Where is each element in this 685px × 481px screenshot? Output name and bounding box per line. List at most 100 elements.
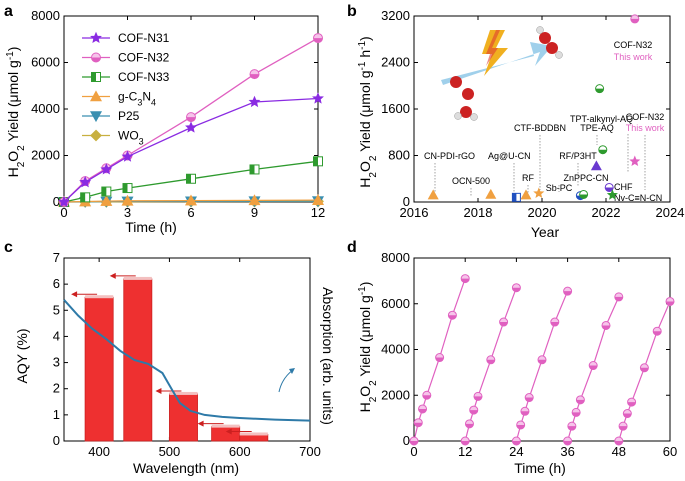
a-ytick-label: 2000 — [31, 148, 60, 163]
c-arrowhead-icon — [71, 291, 78, 298]
d-point-shade — [589, 365, 598, 370]
d-point-shade — [448, 315, 457, 320]
b-ytick-label: 3200 — [381, 8, 410, 23]
c-ytick-label: 5 — [53, 302, 60, 317]
a-legend-label: WO3 — [118, 129, 144, 147]
d-point-shade — [538, 359, 546, 364]
a-legend-label: COF-N33 — [118, 70, 170, 84]
a-point-COF-N31 — [312, 92, 324, 104]
a-ytick-label: 8000 — [31, 8, 60, 23]
a-ytick-label: 6000 — [31, 55, 60, 70]
panel-label-b: b — [347, 3, 357, 20]
b-ytick-label: 800 — [388, 148, 410, 163]
d-point-shade — [516, 424, 525, 429]
d-point-shade — [435, 357, 444, 362]
d-point-shade — [461, 278, 470, 283]
d-point-shade — [572, 412, 581, 417]
a-point-g-C3N4 — [184, 194, 198, 206]
d-point-shade — [486, 359, 495, 364]
b-h2o2-h-icon — [555, 51, 563, 59]
a-ytick-label: 0 — [53, 194, 60, 209]
b-water-h-icon — [470, 113, 478, 121]
b-xlabel: Year — [531, 224, 560, 240]
a-point-COF-N33-shade — [101, 187, 107, 197]
d-xtick-label: 60 — [663, 444, 677, 459]
d-point-shade — [653, 331, 662, 336]
c-curve-arrowhead-icon — [289, 368, 295, 374]
c-curve-arrow-icon — [278, 369, 294, 393]
b-h2o2-o-icon — [539, 32, 551, 44]
d-point-shade — [627, 402, 636, 407]
d-point-shade — [422, 395, 431, 400]
b-label-nvcn: Nv-C≡N-CN — [614, 193, 662, 203]
d-point-shade — [525, 397, 534, 402]
d-point-shade — [461, 441, 470, 445]
b-point — [533, 187, 545, 198]
c-bar-cap — [169, 391, 198, 395]
a-point-COF-N32-shade — [313, 38, 323, 43]
c-ylabel-right: Absorption (arb. units) — [320, 287, 336, 425]
a-xtick-label: 3 — [124, 205, 131, 220]
panel-c: Wavelength (nm) AQY (%) Absorption (arb.… — [14, 287, 336, 476]
a-legend-label: P25 — [118, 109, 140, 123]
d-point-shade — [619, 426, 628, 431]
b-point-shade — [605, 187, 614, 192]
b-label-tpt: TPT-alkynyl-AQ — [570, 114, 633, 124]
b-o2-atom-icon — [450, 76, 462, 88]
c-xtick-label: 700 — [299, 444, 321, 459]
d-point-shade — [602, 325, 610, 330]
c-xtick-label: 400 — [88, 444, 110, 459]
d-point-shade — [563, 291, 572, 296]
b-label-tpeaq: TPE-AQ — [580, 123, 614, 133]
c-ylabel: AQY (%) — [14, 329, 30, 384]
b-label-rfp3ht: RF/P3HT — [559, 151, 597, 161]
b-point — [427, 189, 439, 200]
d-xtick-label: 24 — [509, 444, 523, 459]
d-point-shade — [465, 423, 474, 428]
d-xtick-label: 48 — [612, 444, 626, 459]
c-bar — [84, 296, 114, 442]
b-point-shade — [598, 149, 607, 154]
b-label-znppc: ZnPPC-CN — [563, 173, 608, 183]
b-label-rf: RF — [522, 173, 534, 183]
a-point-COF-N32-shade — [250, 74, 259, 79]
a-legend-label: g-C3N4 — [118, 90, 156, 108]
c-bar-cap — [239, 432, 268, 436]
b-xtick-label: 2022 — [592, 205, 621, 220]
b-lightning-icon — [482, 30, 508, 76]
d-xtick-label: 36 — [560, 444, 574, 459]
d-xtick-label: 0 — [410, 444, 417, 459]
c-xtick-label: 600 — [229, 444, 251, 459]
b-label-ocn: OCN-500 — [452, 176, 490, 186]
b-point — [629, 155, 641, 167]
c-bar-cap — [85, 295, 114, 299]
a-xtick-label: 12 — [311, 205, 325, 220]
d-ytick-label: 8000 — [381, 250, 410, 265]
b-illustration — [441, 26, 563, 121]
a-point-COF-N31 — [79, 175, 92, 188]
a-point-g-C3N4 — [121, 194, 134, 206]
a-point-COF-N33-shade — [80, 192, 86, 202]
d-ytick-label: 0 — [403, 433, 410, 448]
b-point — [590, 160, 602, 171]
c-arrowhead-icon — [155, 387, 162, 394]
a-point-COF-N33-shade — [250, 164, 255, 174]
b-h2o2-o-icon — [546, 42, 558, 54]
c-bar-cap — [211, 424, 240, 428]
c-bar — [211, 426, 241, 442]
d-point-shade — [512, 287, 521, 292]
d-point-shade — [623, 413, 632, 418]
d-ytick-label: 4000 — [381, 342, 410, 357]
a-point-COF-N31 — [185, 121, 197, 133]
a-point-COF-N33-shade — [313, 156, 318, 166]
a-point-g-C3N4 — [100, 194, 113, 206]
a-legend-marker — [89, 111, 103, 123]
d-point-shade — [414, 422, 423, 427]
c-arrowhead-icon — [225, 428, 232, 435]
a-point-COF-N33-shade — [186, 174, 191, 184]
d-point-shade — [520, 411, 529, 416]
c-ytick-label: 7 — [53, 250, 60, 265]
b-label-ctf: CTF-BDDBN — [514, 123, 566, 133]
b-label-cof-top: COF-N32 — [614, 40, 653, 50]
